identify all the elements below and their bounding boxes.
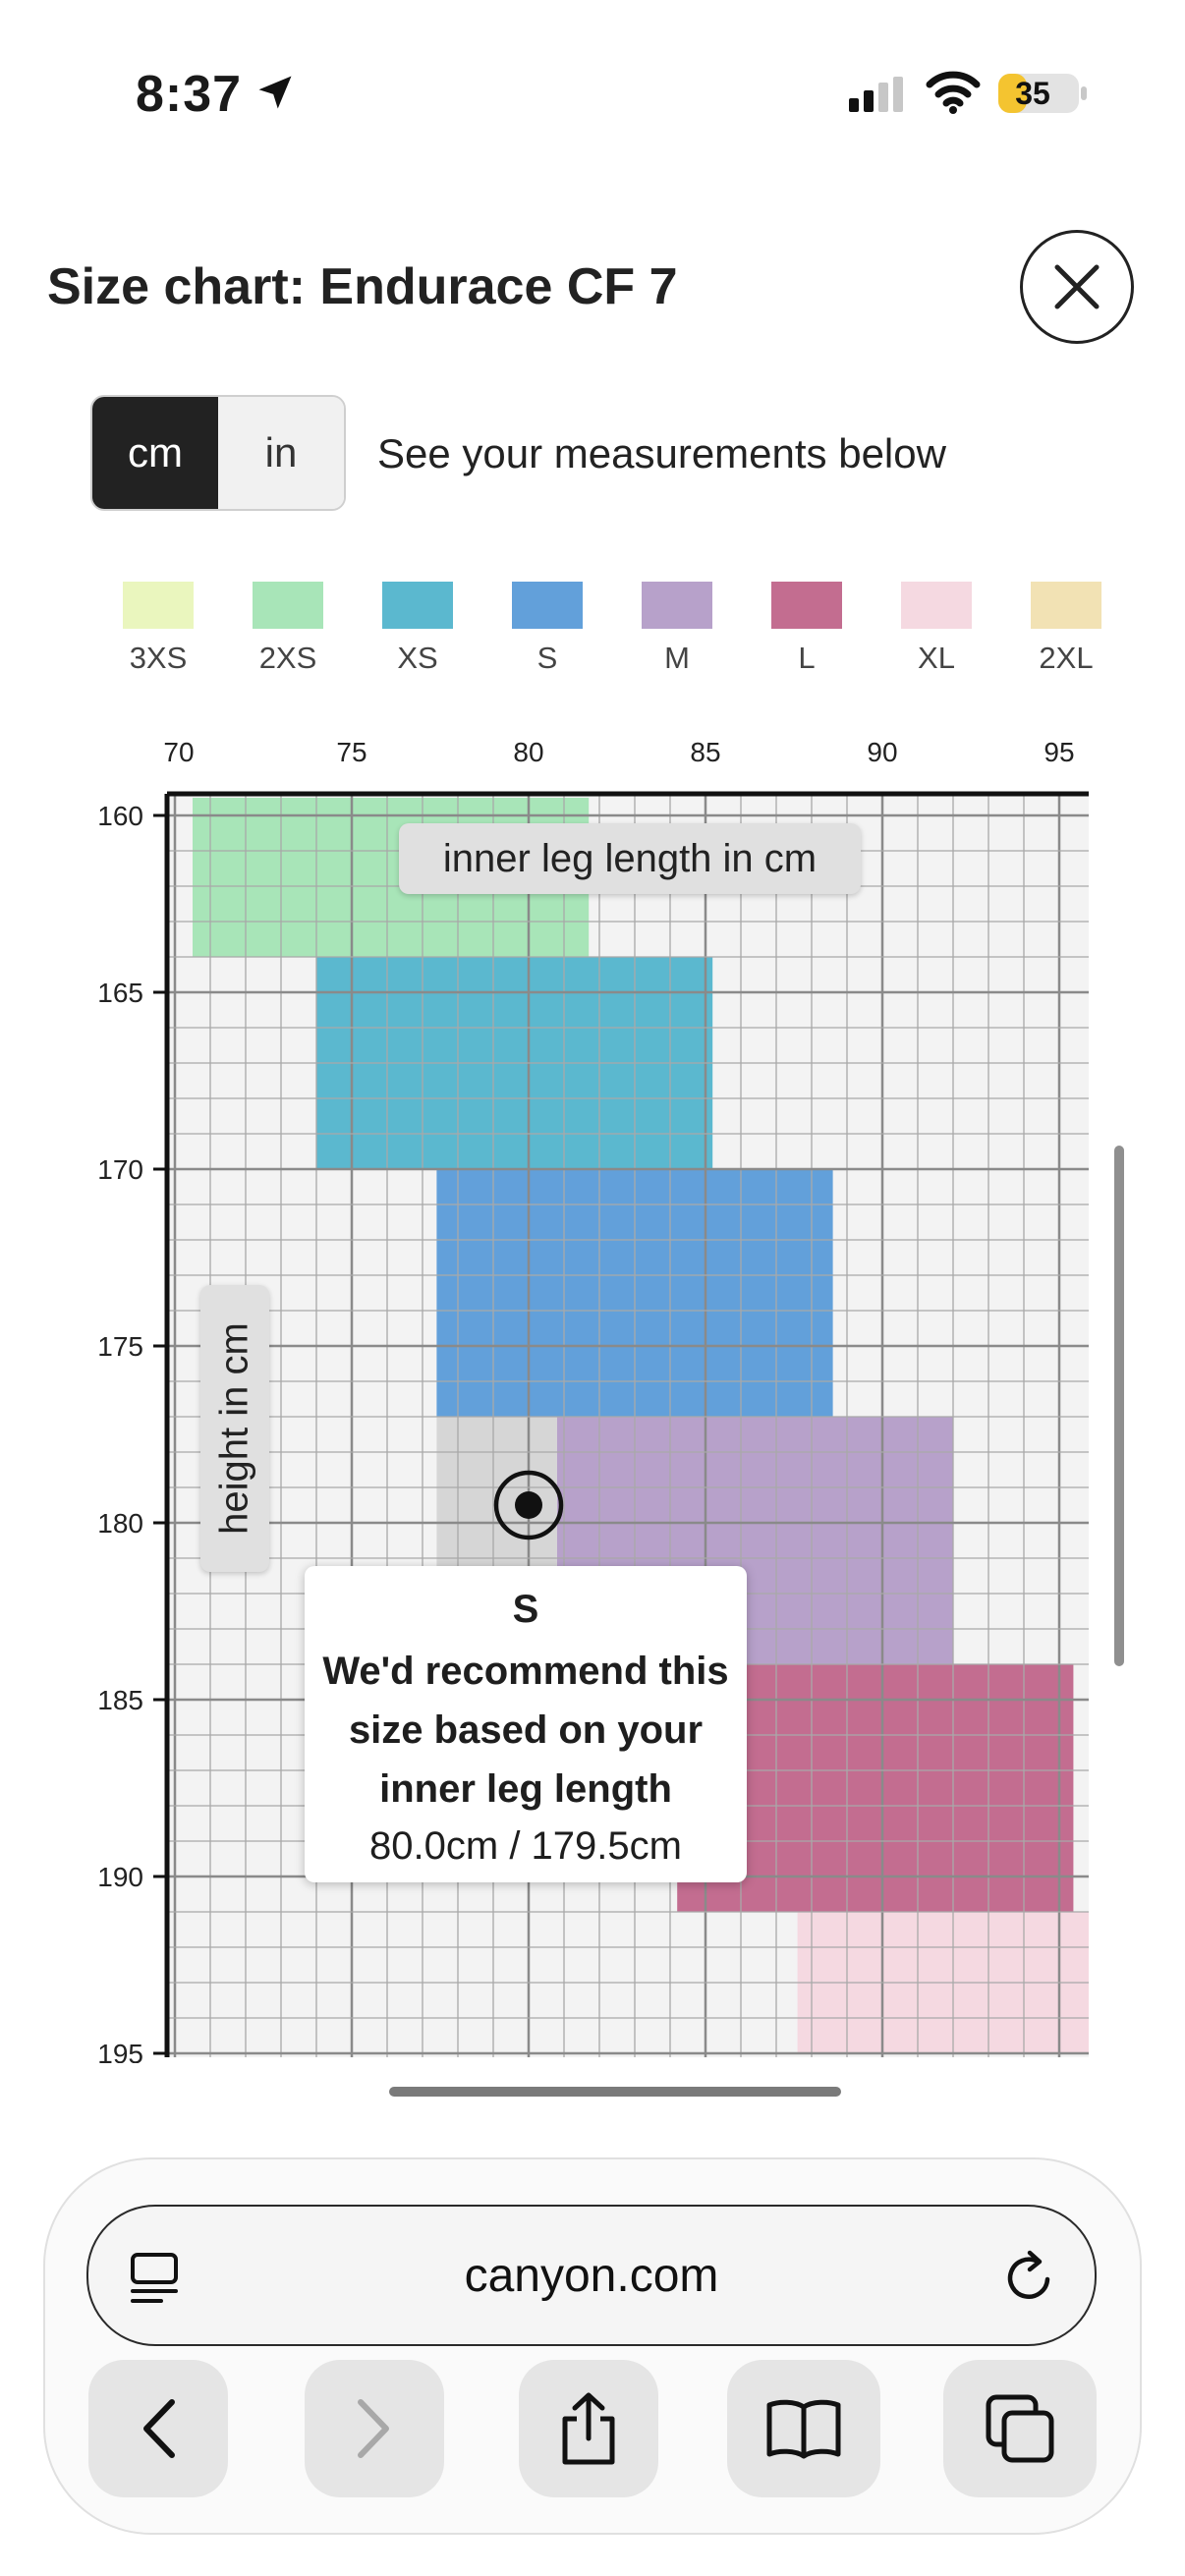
tooltip-measurement: 80.0cm / 179.5cm: [369, 1824, 682, 1868]
book-icon: [766, 2399, 841, 2459]
bookmarks-button[interactable]: [727, 2360, 880, 2497]
legend-swatch: [253, 582, 323, 629]
page-menu-icon[interactable]: [130, 2252, 179, 2305]
legend-label: 2XS: [258, 641, 317, 675]
status-time: 8:37: [136, 66, 243, 123]
size-recommendation-tooltip: S We'd recommend this size based on your…: [305, 1566, 747, 1882]
legend-swatch: [123, 582, 194, 629]
tooltip-size: S: [512, 1588, 539, 1631]
reload-icon[interactable]: [1002, 2248, 1057, 2305]
legend-item-l: L: [762, 582, 851, 676]
position-marker-dot: [515, 1491, 542, 1519]
size-legend: 3XS 2XS XS S M L XL 2XL: [98, 582, 1120, 680]
y-tick-label: 175: [97, 1331, 143, 1362]
close-button[interactable]: [1020, 230, 1134, 344]
legend-item-xs: XS: [373, 582, 462, 676]
back-button[interactable]: [88, 2360, 228, 2497]
y-tick-label: 160: [97, 801, 143, 831]
status-bar: 8:37 35: [0, 0, 1185, 138]
legend-item-xl: XL: [892, 582, 981, 676]
x-tick-label: 70: [163, 737, 194, 767]
legend-label: L: [798, 641, 816, 675]
x-tick-label: 95: [1044, 737, 1074, 767]
chevron-left-icon: [143, 2399, 175, 2458]
y-axis-label-text: height in cm: [212, 1322, 256, 1535]
close-icon: [1054, 264, 1100, 309]
y-tick-label: 195: [97, 2039, 143, 2063]
forward-button[interactable]: [305, 2360, 444, 2497]
cellular-signal-icon: [849, 77, 903, 112]
legend-item-2xl: 2XL: [1022, 582, 1110, 676]
legend-label: S: [536, 641, 558, 675]
chevron-right-icon: [358, 2399, 389, 2458]
legend-swatch: [771, 582, 842, 629]
x-axis-label: inner leg length in cm: [399, 823, 861, 894]
legend-label: 2XL: [1039, 641, 1094, 675]
legend-label: M: [664, 641, 690, 675]
legend-swatch: [901, 582, 972, 629]
url-text[interactable]: canyon.com: [464, 2249, 719, 2302]
x-tick-label: 90: [867, 737, 897, 767]
legend-swatch: [382, 582, 453, 629]
sheet-handle[interactable]: [389, 2087, 841, 2097]
y-tick-label: 165: [97, 978, 143, 1008]
scroll-indicator[interactable]: [1114, 1146, 1124, 1666]
legend-item-m: M: [633, 582, 721, 676]
x-tick-label: 85: [690, 737, 720, 767]
wifi-icon: [926, 71, 981, 114]
legend-label: 3XS: [129, 641, 188, 675]
battery-level: 35: [1015, 76, 1050, 111]
y-axis-label: height in cm: [200, 1285, 269, 1572]
battery-icon: 35: [998, 74, 1087, 113]
legend-swatch: [642, 582, 712, 629]
y-tick-label: 180: [97, 1508, 143, 1539]
location-arrow-icon: [258, 76, 292, 109]
page-title: Size chart: Endurace CF 7: [47, 258, 678, 315]
share-button[interactable]: [519, 2360, 658, 2497]
x-tick-label: 75: [336, 737, 367, 767]
legend-swatch: [512, 582, 583, 629]
legend-swatch: [1031, 582, 1101, 629]
address-bar[interactable]: canyon.com: [86, 2205, 1097, 2346]
measurements-note: See your measurements below: [377, 430, 946, 476]
legend-item-s: S: [503, 582, 592, 676]
y-tick-label: 185: [97, 1685, 143, 1715]
legend-label: XS: [397, 641, 438, 675]
unit-toggle[interactable]: cm in: [90, 395, 346, 511]
legend-item-3xs: 3XS: [114, 582, 202, 676]
unit-option-cm[interactable]: cm: [92, 397, 218, 509]
tooltip-message: We'd recommend this size based on your i…: [322, 1650, 729, 1811]
legend-label: XL: [918, 641, 955, 675]
y-tick-label: 170: [97, 1154, 143, 1185]
share-icon: [562, 2392, 615, 2465]
x-tick-label: 80: [513, 737, 543, 767]
position-marker-ring: [493, 1470, 564, 1540]
tabs-icon: [986, 2394, 1054, 2463]
tabs-button[interactable]: [943, 2360, 1097, 2497]
y-tick-label: 190: [97, 1862, 143, 1892]
unit-option-in[interactable]: in: [218, 397, 344, 509]
legend-item-2xs: 2XS: [244, 582, 332, 676]
